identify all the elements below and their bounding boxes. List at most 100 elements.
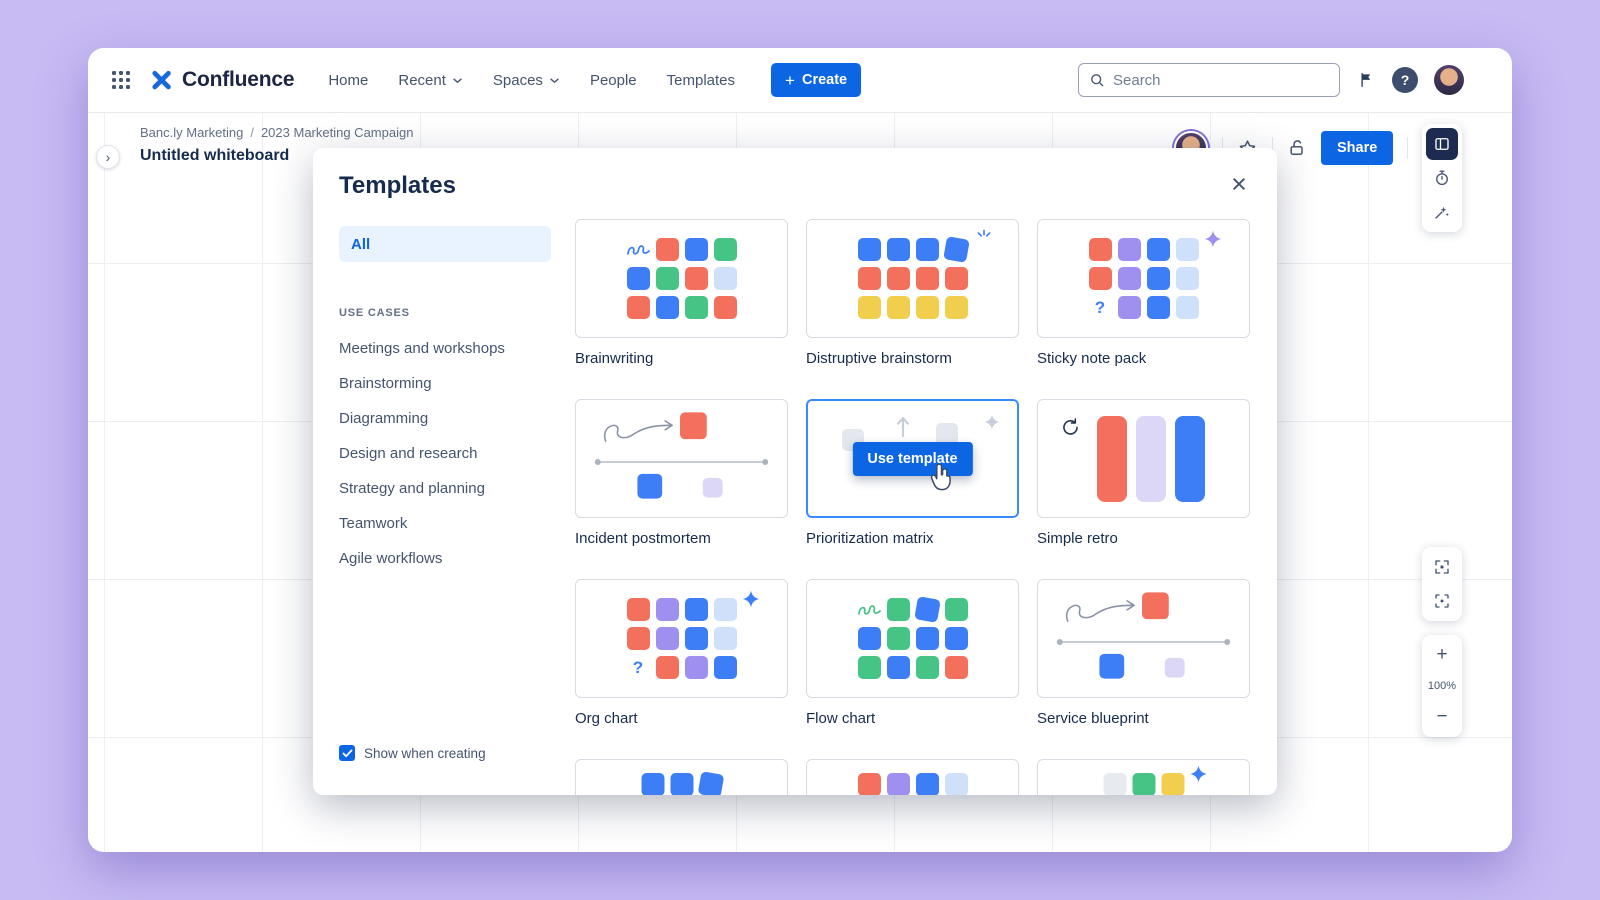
template-card-flow-chart[interactable]: Flow chart [806, 579, 1019, 727]
show-when-creating-checkbox[interactable]: Show when creating [339, 745, 486, 761]
zoom-in-button[interactable]: + [1436, 644, 1448, 665]
template-card-brainwriting[interactable]: Brainwriting [575, 219, 788, 367]
sticky-grid [626, 238, 737, 319]
template-card-label: Incident postmortem [575, 530, 711, 547]
orange-sticky-note [1088, 267, 1112, 290]
template-thumbnail: ? [1037, 219, 1250, 338]
sidebar-item-diagramming[interactable]: Diagramming [339, 410, 429, 427]
template-thumbnail [806, 759, 1019, 795]
template-card-distruptive-brainstorm[interactable]: Distruptive brainstorm [806, 219, 1019, 367]
help-icon[interactable]: ? [1392, 67, 1418, 93]
template-card[interactable] [1037, 759, 1250, 795]
flag-icon[interactable] [1358, 71, 1376, 89]
blue-sticky-note [655, 296, 679, 319]
chevron-right-icon: › [105, 149, 111, 165]
sidebar-item-brainstorming[interactable]: Brainstorming [339, 375, 432, 392]
timeline-illustration [1056, 592, 1231, 679]
template-card-label: Prioritization matrix [806, 530, 934, 547]
sidebar-item-strategy-and-planning[interactable]: Strategy and planning [339, 480, 485, 497]
nav-item-templates[interactable]: Templates [667, 72, 735, 89]
blue-sticky-note [713, 656, 737, 679]
green-sticky-note [886, 598, 910, 621]
yellow-sticky-note [886, 296, 910, 319]
checkbox-label: Show when creating [364, 745, 486, 761]
sidebar-expand-button[interactable]: › [96, 145, 120, 169]
user-avatar[interactable] [1434, 65, 1464, 95]
unlock-icon[interactable] [1287, 138, 1307, 158]
nav-item-home[interactable]: Home [328, 72, 368, 89]
blue-sticky-note [670, 773, 693, 795]
close-icon[interactable]: × [1231, 168, 1247, 199]
sidebar-item-design-and-research[interactable]: Design and research [339, 445, 478, 462]
template-card[interactable] [806, 759, 1019, 795]
search-field[interactable] [1113, 71, 1329, 89]
nav-item-recent[interactable]: Recent [398, 72, 463, 89]
use-template-button[interactable]: Use template [852, 441, 973, 476]
template-card-label: Org chart [575, 710, 638, 727]
template-card-service-blueprint[interactable]: Service blueprint [1037, 579, 1250, 727]
zoom-out-button[interactable]: − [1436, 706, 1448, 727]
template-card-simple-retro[interactable]: Simple retro [1037, 399, 1250, 547]
purple-sticky-note [684, 656, 708, 679]
sidebar-item-agile-workflows[interactable]: Agile workflows [339, 550, 443, 567]
template-thumbnail [575, 219, 788, 338]
blue-sticky-note [1146, 267, 1170, 290]
retro-column [1096, 415, 1127, 502]
chevron-down-icon [549, 77, 560, 84]
sparkle-icon [983, 413, 1001, 436]
confluence-mark-icon [150, 69, 173, 92]
template-card-incident-postmortem[interactable]: Incident postmortem [575, 399, 788, 547]
template-thumbnail: Use template [806, 399, 1019, 518]
sticky-grid [857, 596, 968, 679]
sidebar-item-teamwork[interactable]: Teamwork [339, 515, 408, 532]
orange-sticky-note [655, 238, 679, 261]
template-card-org-chart[interactable]: ? Org chart [575, 579, 788, 727]
share-button[interactable]: Share [1321, 131, 1394, 165]
laser-pointer-tool-button[interactable] [1426, 196, 1458, 228]
nav-item-spaces[interactable]: Spaces [493, 72, 560, 89]
purple-sticky-note [655, 598, 679, 621]
template-thumbnail [806, 579, 1019, 698]
template-card-prioritization-matrix[interactable]: Use template Prioritization matrix [806, 399, 1019, 547]
breadcrumb-item[interactable]: 2023 Marketing Campaign [260, 125, 414, 140]
purple-sticky-note [655, 627, 679, 650]
zoom-to-fit-button[interactable] [1426, 551, 1458, 583]
retro-columns [1096, 415, 1205, 502]
template-card[interactable] [575, 759, 788, 795]
sidebar-item-all[interactable]: All [339, 226, 551, 262]
sparkle-icon [1203, 229, 1223, 254]
blue-sticky-note-tilted [913, 596, 941, 623]
focus-button[interactable] [1426, 585, 1458, 617]
template-card-sticky-note-pack[interactable]: ? Sticky note pack [1037, 219, 1250, 367]
sticky-grid [1103, 765, 1207, 795]
search-input[interactable] [1078, 63, 1340, 97]
use-cases-heading: USE CASES [339, 307, 410, 319]
modal-title: Templates [339, 172, 456, 199]
template-card-label: Service blueprint [1037, 710, 1149, 727]
green-sticky-note [1132, 773, 1155, 795]
orange-sticky-note [626, 598, 650, 621]
template-card-label: Brainwriting [575, 350, 654, 367]
create-button[interactable]: + Create [771, 63, 862, 97]
sticky-grid: ? [626, 590, 759, 679]
sidebar-item-meetings-and-workshops[interactable]: Meetings and workshops [339, 340, 505, 357]
breadcrumb-item[interactable]: Banc.ly Marketing [140, 125, 244, 140]
template-card-label: Distruptive brainstorm [806, 350, 952, 367]
app-switcher-icon[interactable] [112, 71, 130, 89]
breadcrumb: Banc.ly Marketing / 2023 Marketing Campaig… [140, 125, 413, 140]
yellow-sticky-note [915, 296, 939, 319]
templates-tool-button[interactable] [1426, 128, 1458, 160]
sticky-grid [857, 229, 990, 319]
nav-item-people[interactable]: People [590, 72, 637, 89]
lightblue-sticky-note [713, 598, 737, 621]
blue-sticky-note [886, 238, 910, 261]
timer-tool-button[interactable] [1426, 162, 1458, 194]
confluence-logo[interactable]: Confluence [150, 68, 295, 92]
blue-sticky-note [684, 598, 708, 621]
question-mark: ? [1094, 297, 1106, 317]
purple-sticky-note [1117, 238, 1141, 261]
template-card-label: Simple retro [1037, 530, 1118, 547]
green-sticky-note [684, 296, 708, 319]
blue-sticky-note [915, 238, 939, 261]
template-card-label: Flow chart [806, 710, 876, 727]
